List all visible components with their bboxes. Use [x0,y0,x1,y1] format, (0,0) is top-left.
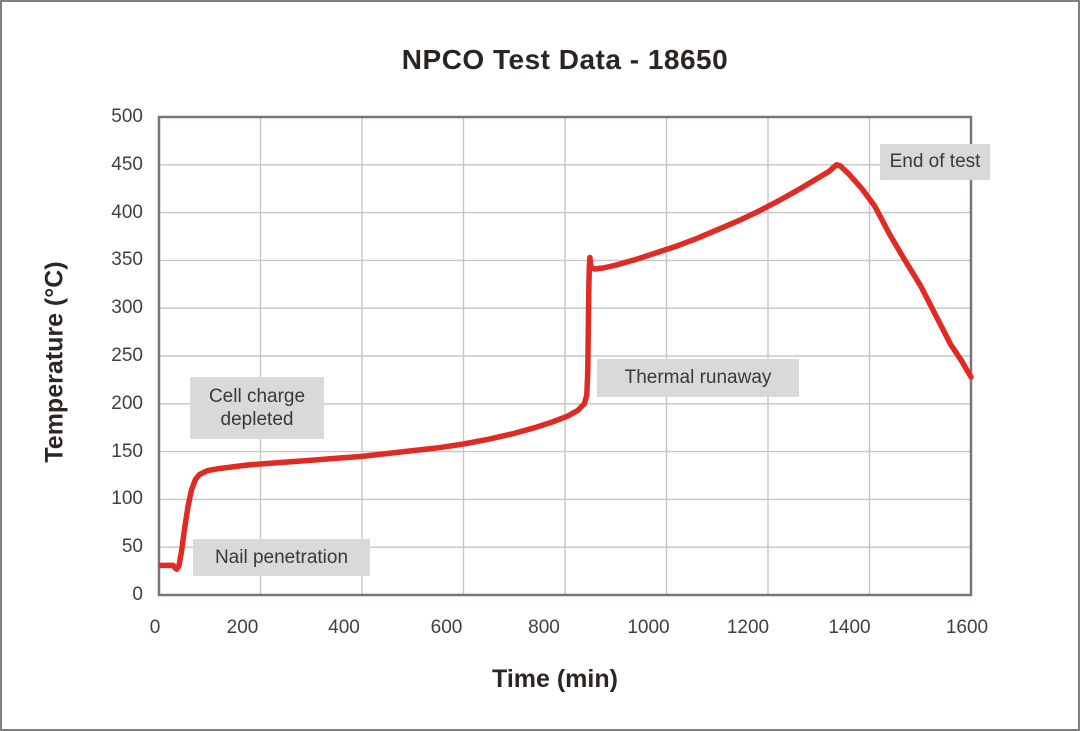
plot-area [157,115,974,597]
y-tick-label: 0 [132,584,143,605]
annotation-text: End of test [889,151,981,173]
x-tick-label: 1200 [726,617,770,638]
y-tick-label: 500 [111,106,143,127]
x-tick-label: 0 [149,617,161,638]
y-tick-label: 100 [111,488,143,510]
y-tick-label: 450 [111,153,143,175]
y-tick-label: 150 [111,440,143,462]
annotation-text: Nail penetration [214,546,349,568]
y-tick-label: 350 [111,249,143,271]
temperature-curve [158,162,974,572]
y-tick-label: 50 [121,536,143,558]
x-tick-label: 1600 [945,617,989,638]
plot-border [157,115,973,597]
annotation-cell-charge-depleted: Cell charge depleted [190,377,324,439]
y-axis-title: Temperature (°C) [40,261,69,463]
annotation-text: Thermal runaway [624,367,772,389]
x-tick-label: 200 [226,617,259,638]
y-tick-label: 300 [111,297,143,319]
x-tick-label: 1000 [627,617,670,638]
y-tick-label: 250 [111,345,143,366]
y-tick-label: 400 [111,201,143,223]
annotation-end-of-test: End of test [880,144,990,180]
x-tick-label: 1400 [828,617,871,638]
annotation-thermal-runaway: Thermal runaway [597,359,799,397]
x-tick-label: 400 [328,617,360,638]
x-axis-title: Time (min) [492,665,618,693]
annotation-nail-penetration: Nail penetration [193,539,370,576]
x-tick-label: 600 [430,617,463,638]
annotation-text: depleted [220,409,294,430]
annotation-text: Cell charge [208,385,306,407]
grid-lines [158,116,972,596]
chart-title: NPCO Test Data - 18650 [401,44,729,75]
x-tick-label: 800 [528,617,560,638]
y-tick-label: 200 [111,392,143,414]
